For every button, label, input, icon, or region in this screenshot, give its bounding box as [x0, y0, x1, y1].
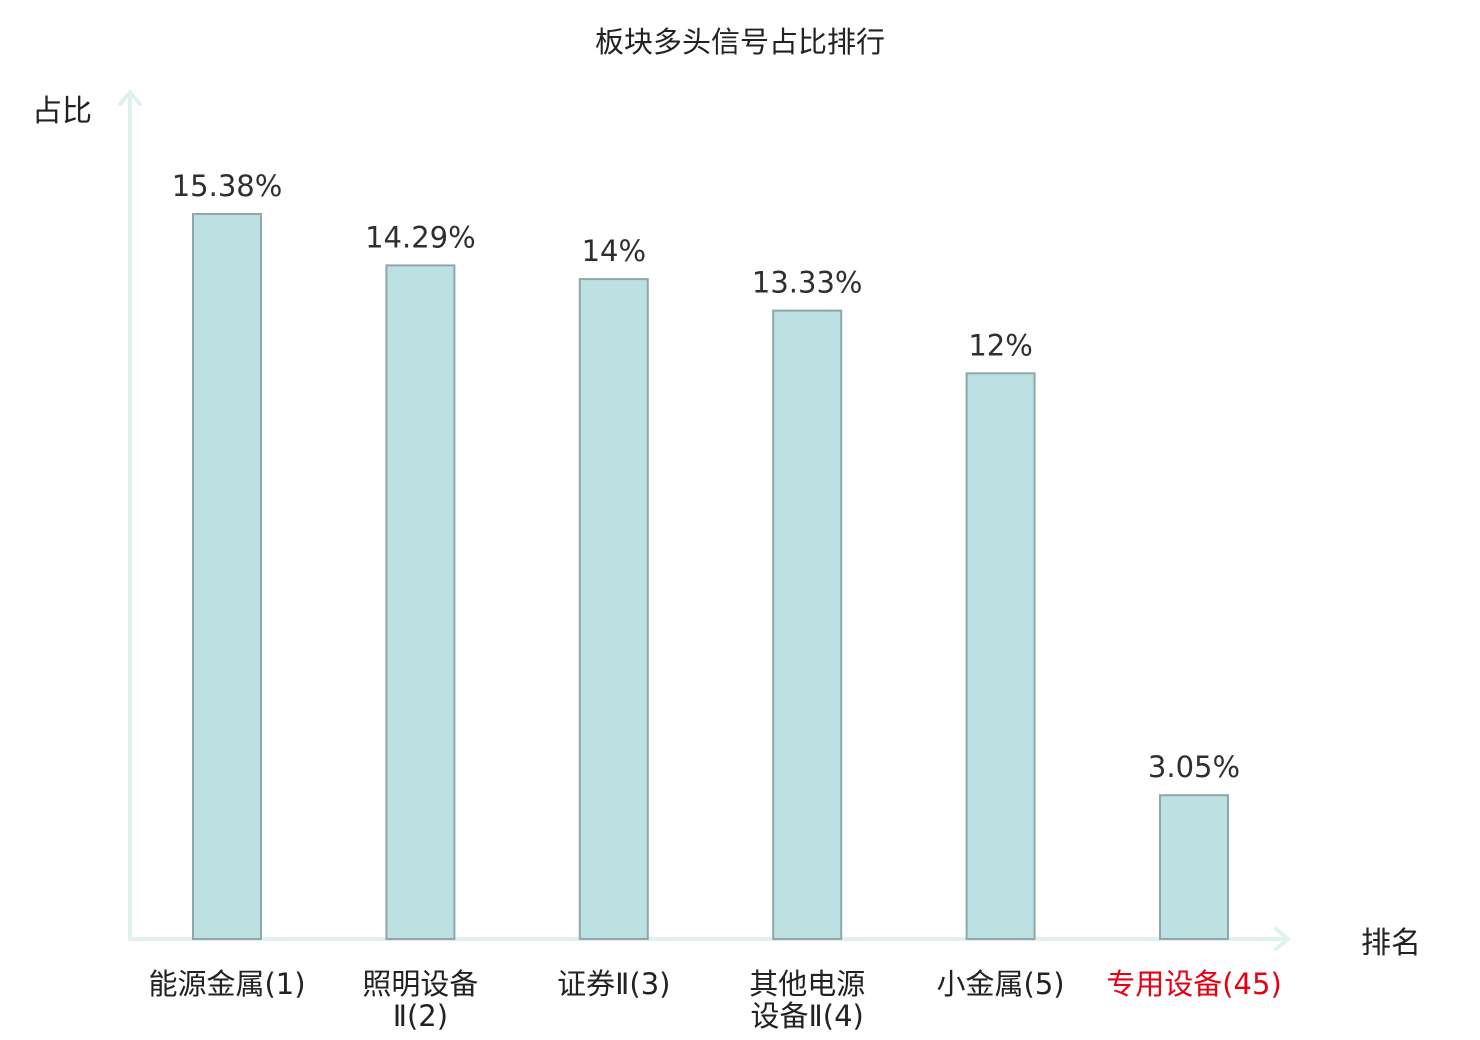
bars-group: [192, 213, 1229, 941]
y-axis-label: 占比: [32, 94, 92, 129]
bar: [385, 264, 456, 940]
x-tick-label: 证券Ⅱ(3): [557, 967, 670, 1001]
bar-value-label: 14.29%: [365, 220, 476, 254]
bar-value-label: 3.05%: [1148, 750, 1240, 784]
bar: [965, 372, 1036, 940]
bar: [1159, 794, 1229, 941]
x-axis-arrow-icon: [1274, 927, 1290, 951]
bar-value-label: 15.38%: [172, 169, 283, 203]
bar: [772, 309, 843, 941]
y-axis-arrow-icon: [118, 90, 142, 106]
bar-value-label: 13.33%: [752, 266, 863, 300]
x-axis-label: 排名: [1361, 926, 1421, 961]
value-labels-group: 15.38% 14.29% 14% 13.33% 12% 3.05%: [172, 169, 1240, 784]
bar-value-label: 14%: [582, 234, 646, 268]
axes: [118, 90, 1290, 951]
x-tick-label: 能源金属(1): [148, 967, 305, 1001]
x-tick-label: 小金属(5): [937, 967, 1065, 1001]
x-tick-label: 专用设备(45): [1106, 967, 1282, 1001]
x-tick-labels-group: 能源金属(1) 照明设备 Ⅱ(2) 证券Ⅱ(3) 其他电源设备Ⅱ(4) 小金属(5) 专用设…: [148, 967, 1281, 1033]
chart-title: 板块多头信号占比排行: [595, 25, 885, 59]
bar-value-label: 12%: [968, 328, 1032, 362]
bar: [192, 213, 262, 940]
bar: [578, 278, 649, 941]
x-tick-label: 其他电源设备Ⅱ(4): [749, 967, 865, 1033]
x-tick-label: 照明设备 Ⅱ(2): [362, 967, 478, 1033]
